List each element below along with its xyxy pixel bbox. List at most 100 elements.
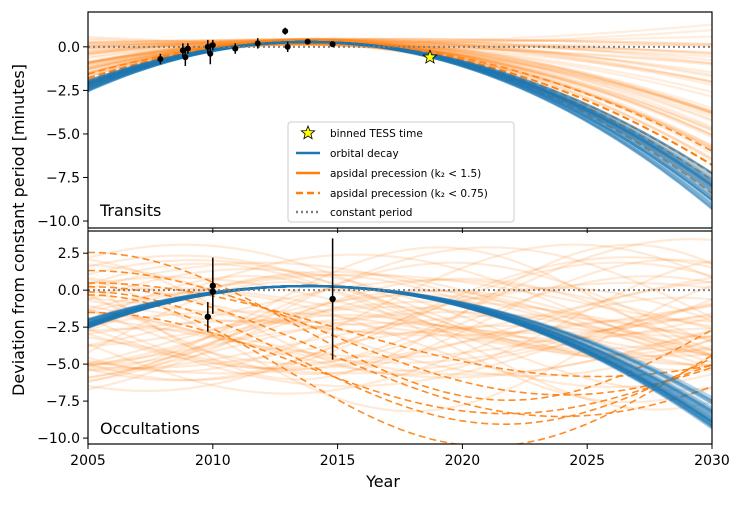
occultation-apsidal-dashed-curve (88, 251, 712, 401)
occultation-apsidal-dashed-curve (88, 291, 712, 425)
y-tick-label: −7.5 (46, 394, 80, 410)
occultation-apsidal-curve (88, 313, 712, 392)
apsidal-curve (88, 39, 712, 62)
transit-point (304, 38, 311, 45)
occultation-apsidal-curve (88, 243, 712, 373)
occultation-decay-curve (88, 284, 712, 419)
occultation-apsidal-curve (88, 314, 712, 359)
transit-point (209, 42, 216, 49)
occultation-apsidal-curve (88, 286, 712, 392)
orbital-decay-curve (88, 40, 712, 191)
legend-label-tess: binned TESS time (330, 128, 423, 140)
apsidal-curve (88, 40, 712, 114)
occultation-decay-curve (88, 284, 712, 410)
orbital-decay-curve (88, 40, 712, 193)
orbital-decay-curve (88, 40, 712, 180)
apsidal-curve (88, 38, 712, 46)
orbital-decay-curve (88, 40, 712, 178)
occultation-apsidal-curve (88, 289, 712, 366)
orbital-decay-curve (88, 40, 712, 198)
transits-panel-label: Transits (99, 201, 161, 220)
occultation-decay-curve (88, 284, 712, 413)
occultation-decay-curve (88, 284, 712, 426)
occultation-decay-curve (88, 284, 712, 428)
occultation-apsidal-dashed-curve (88, 311, 712, 415)
occultation-decay-curve (88, 284, 712, 430)
occultation-point (209, 288, 216, 295)
orbital-decay-curve (88, 40, 712, 180)
legend-box (287, 121, 515, 223)
orbital-decay-curve (88, 40, 712, 202)
orbital-decay-curve (88, 40, 712, 175)
y-tick-label: −2.5 (46, 320, 80, 336)
occultation-decay-curve (88, 284, 712, 405)
apsidal-curve (88, 38, 712, 83)
orbital-decay-curve (88, 40, 712, 188)
occultation-decay-curve (88, 284, 712, 423)
transit-point (329, 41, 336, 48)
apsidal-dashed-curve (88, 41, 712, 195)
apsidal-curve (88, 43, 712, 160)
y-tick-label: −7.5 (46, 170, 80, 186)
transit-point (254, 40, 261, 47)
apsidal-curve (88, 43, 712, 147)
x-axis-label: Year (365, 472, 400, 491)
apsidal-dashed-curve (88, 41, 712, 166)
occultation-decay-curve (88, 284, 712, 424)
orbital-decay-curve (88, 40, 712, 201)
orbital-decay-curve (88, 40, 712, 183)
occultation-decay-curve (88, 284, 712, 423)
occultation-apsidal-curve (88, 294, 712, 365)
occultation-apsidal-curve (88, 261, 712, 338)
occultation-apsidal-curve (88, 258, 712, 376)
transit-point (204, 43, 211, 50)
occultation-apsidal-curve (88, 261, 712, 367)
occultation-apsidal-curve (88, 246, 712, 371)
orbital-decay-curve (88, 40, 712, 174)
orbital-decay-curve (88, 40, 712, 186)
transits-plot-area (88, 23, 712, 210)
apsidal-curve (88, 39, 712, 86)
occultation-decay-curve (88, 284, 712, 420)
occultation-decay-curve (88, 284, 712, 415)
orbital-decay-curve (88, 40, 712, 182)
apsidal-curve (88, 29, 712, 46)
occultation-apsidal-curve (88, 243, 712, 356)
y-tick-label: −5.0 (46, 127, 80, 143)
orbital-decay-curve (88, 40, 712, 194)
apsidal-curve (88, 43, 712, 175)
occultation-decay-curve (88, 284, 712, 418)
orbital-decay-curve (88, 40, 712, 202)
occultation-apsidal-curve (88, 296, 712, 395)
occultation-apsidal-curve (88, 277, 712, 391)
occultations-panel-label: Occultations (100, 419, 200, 438)
transit-point (284, 43, 291, 50)
x-tick-label: 2015 (320, 453, 356, 469)
occultation-apsidal-curve (88, 254, 712, 351)
occultation-apsidal-curve (88, 310, 712, 357)
orbital-decay-curve (88, 40, 712, 188)
occultation-decay-curve (88, 284, 712, 413)
occultation-decay-curve (88, 284, 712, 427)
transit-point (182, 54, 189, 61)
x-tick-label: 2020 (445, 453, 481, 469)
occultations-panel: 2.5 0.0 −2.5 −5.0 −7.5 −10.0 2005 2010 2015 2020… (37, 228, 730, 469)
occultation-decay-curve (88, 284, 712, 403)
occultation-apsidal-curve (88, 319, 712, 367)
apsidal-curve (88, 38, 712, 129)
occultation-apsidal-dashed-curve (88, 294, 712, 444)
orbital-decay-curve (88, 40, 712, 186)
apsidal-curve (88, 38, 712, 116)
apsidal-curve (88, 23, 712, 44)
occultation-decay-curve (88, 284, 712, 411)
occultation-apsidal-curve (88, 311, 712, 379)
orbital-decay-curve (88, 40, 712, 187)
occultation-apsidal-curve (88, 238, 712, 370)
occultation-apsidal-curve (88, 276, 712, 335)
occultation-apsidal-curve (88, 300, 712, 348)
orbital-decay-curve (88, 40, 712, 200)
apsidal-curve (88, 40, 712, 113)
orbital-decay-curve (88, 40, 712, 195)
occultation-apsidal-curve (88, 309, 712, 379)
y-tick-label: −5.0 (46, 357, 80, 373)
